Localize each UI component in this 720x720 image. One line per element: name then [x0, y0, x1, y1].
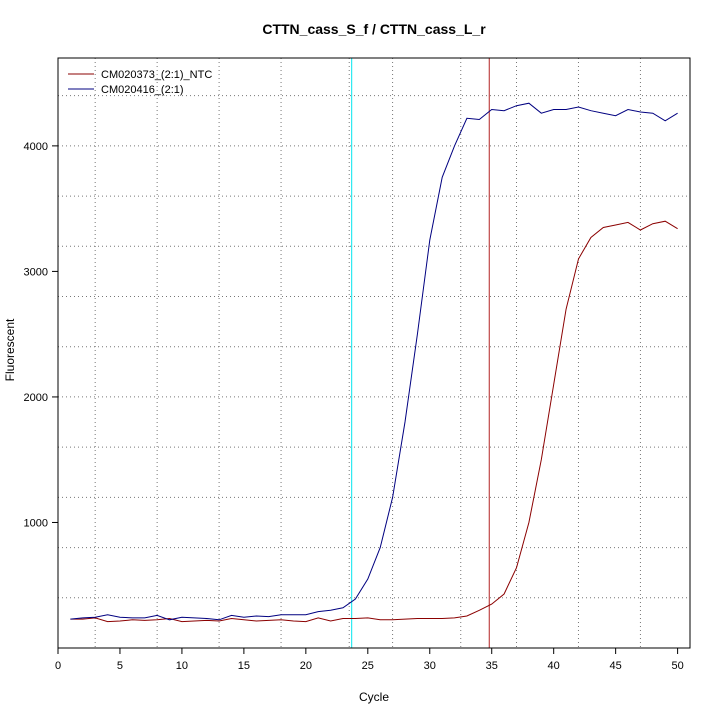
x-tick-label: 10: [176, 660, 188, 672]
x-axis: 0 5 10 15 20 25 30 35 40 45 50: [55, 647, 684, 672]
x-tick-label: 50: [671, 660, 683, 672]
y-axis-label: Fluorescent: [3, 318, 17, 381]
x-tick-label: 15: [238, 660, 250, 672]
x-tick-label: 45: [610, 660, 622, 672]
x-tick-label: 40: [548, 660, 560, 672]
grid-layer: [58, 58, 690, 648]
legend-label: CM020416_(2:1): [101, 84, 184, 96]
y-tick-label: 1000: [24, 517, 48, 529]
x-tick-label: 0: [55, 660, 61, 672]
x-tick-label: 25: [362, 660, 374, 672]
chart-title: CTTN_cass_S_f / CTTN_cass_L_r: [262, 21, 486, 37]
marker-layer: [351, 58, 490, 648]
y-axis: 1000 2000 3000 4000: [24, 141, 59, 529]
y-tick-label: 4000: [24, 141, 48, 153]
x-tick-label: 20: [300, 660, 312, 672]
y-tick-label: 2000: [24, 392, 48, 404]
x-tick-label: 35: [486, 660, 498, 672]
series-layer: [70, 102, 678, 623]
x-axis-label: Cycle: [359, 690, 389, 704]
x-tick-label: 30: [424, 660, 436, 672]
legend-label: CM020373_(2:1)_NTC: [101, 69, 212, 81]
x-tick-label: 5: [117, 660, 123, 672]
y-tick-label: 3000: [24, 266, 48, 278]
legend: CM020373_(2:1)_NTC CM020416_(2:1): [68, 69, 212, 96]
series-line: [70, 102, 678, 621]
